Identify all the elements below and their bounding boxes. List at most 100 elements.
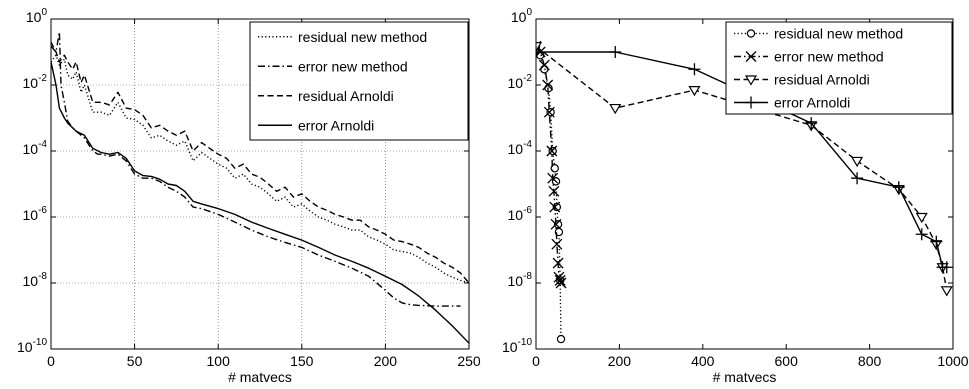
y-tick-label: 100 [26,7,48,25]
y-tick-base: 10 [17,339,33,355]
legend-marker [745,96,757,109]
legend-label: error new method [298,58,408,74]
x-tick-label: 150 [290,353,314,369]
x-tick-label: 250 [457,353,481,369]
legend-marker [746,29,756,38]
y-tick-exponent: -10 [33,337,48,348]
y-tick-base: 10 [23,75,39,91]
x-tick-label: 0 [47,353,55,369]
legend-item: error new method [258,58,408,74]
y-tick-label: 10-8 [508,271,533,289]
y-tick-base: 10 [508,273,524,289]
data-point-marker [609,103,622,115]
y-tick-base: 10 [511,9,527,25]
y-tick-base: 10 [23,273,39,289]
y-tick-base: 10 [23,207,39,223]
data-point-marker [547,172,559,184]
legend-box [725,21,953,115]
y-tick-base: 10 [26,9,42,25]
y-tick-exponent: -4 [38,139,47,150]
data-point-marker [556,334,566,344]
data-point-marker [536,42,543,53]
y-tick-base: 10 [23,141,39,157]
legend-label: error Arnoldi [774,95,850,111]
data-point-marker [892,181,905,194]
legend-label: residual new method [774,26,903,42]
data-point-marker [940,286,953,297]
data-point-marker [548,185,560,197]
legend-item: residual Arnoldi [734,72,870,88]
x-axis-label: # matvecs [228,369,292,385]
y-tick-label: 10-4 [23,139,48,157]
data-point-marker [542,79,554,91]
y-tick-base: 10 [508,75,524,91]
legend-item: residual new method [734,26,903,42]
series-line [536,51,947,268]
legend-label: error Arnoldi [298,117,374,133]
data-point-marker [805,117,818,130]
x-tick-label: 400 [691,353,715,369]
x-tick-label: 0 [532,353,540,369]
legend-item: residual Arnoldi [258,88,394,104]
y-tick-label: 10-4 [508,139,533,157]
plot-frame [50,18,470,350]
y-tick-base: 10 [508,207,524,223]
y-tick-exponent: -10 [518,337,533,348]
legend-label: error new method [774,49,884,65]
data-point-marker [536,46,542,58]
data-point-marker [851,172,864,185]
data-point-marker [915,212,928,224]
data-point-marker [915,228,928,241]
y-tick-exponent: -6 [38,205,47,216]
legend-item: error Arnoldi [258,117,374,133]
x-tick-label: 200 [608,353,632,369]
legend-label: residual new method [298,29,427,45]
y-tick-exponent: -2 [38,73,47,84]
data-point-marker [549,201,561,213]
x-tick-label: 50 [127,353,143,369]
data-point-marker [553,271,565,283]
y-tick-label: 10-10 [17,337,47,355]
data-point-marker [546,107,555,117]
legend-marker [745,51,757,62]
data-point-marker [543,106,555,118]
data-point-marker [555,277,567,289]
y-tick-base: 10 [508,141,524,157]
legend-item: residual new method [258,29,427,45]
y-tick-exponent: 0 [41,7,47,18]
legend-item: error Arnoldi [734,95,850,111]
series-lines [51,31,469,344]
data-point-marker [538,59,550,71]
x-tick-label: 1000 [937,353,968,369]
data-point-marker [940,261,953,274]
legend-label: residual Arnoldi [298,88,394,104]
legend-marker [744,75,758,86]
data-point-marker [851,156,864,168]
y-tick-exponent: -6 [523,205,532,216]
y-tick-label: 100 [511,7,533,25]
x-tick-label: 800 [858,353,882,369]
legend-label: residual Arnoldi [774,72,870,88]
x-tick-label: 600 [775,353,799,369]
series-error-new-method [536,40,567,289]
y-tick-exponent: -8 [38,271,47,282]
y-tick-label: 10-8 [23,271,48,289]
series-error-arnoldi [536,46,953,274]
legend-box [249,21,469,141]
series-error-arnoldi [51,61,469,344]
plot-frame [535,18,954,350]
y-tick-exponent: -8 [523,271,532,282]
y-tick-exponent: 0 [526,7,532,18]
data-point-marker [554,274,566,286]
right-chart-panel: 0 200 400 600 800 100010-1010-810-610-410-210… [502,7,969,385]
data-point-marker [552,257,564,269]
y-tick-label: 10-2 [508,73,533,91]
y-tick-exponent: -4 [523,139,532,150]
data-point-marker [546,145,558,157]
x-axis-label: # matvecs [713,369,777,385]
data-point-marker [550,218,562,230]
left-chart-panel: 0 50 100 150 200 25010-1010-810-610-410-2100 … [17,7,481,385]
y-tick-label: 10-6 [508,205,533,223]
series-line [51,41,469,284]
